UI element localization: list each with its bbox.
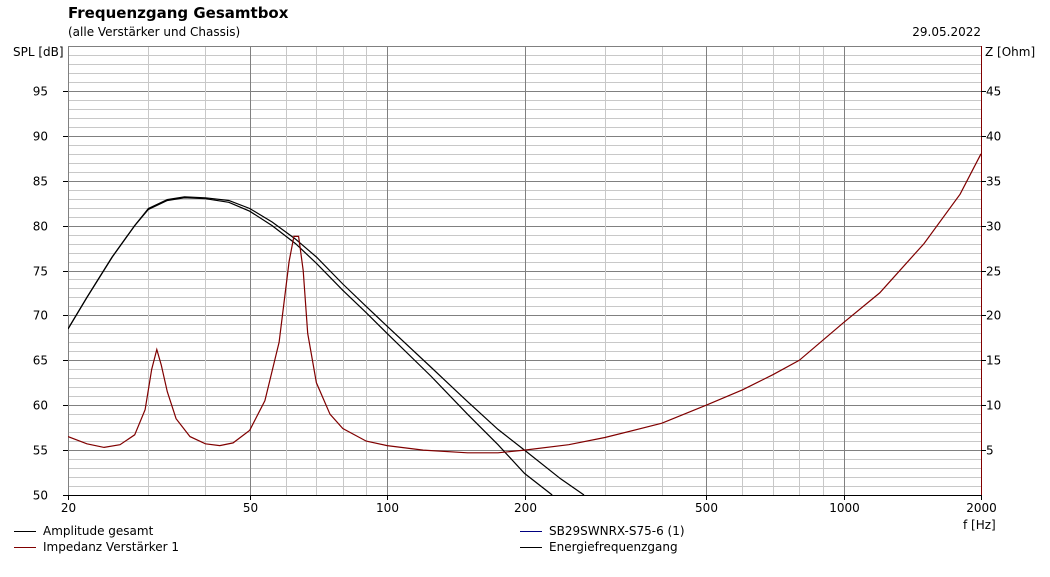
chart-subtitle: (alle Verstärker und Chassis) xyxy=(68,25,241,39)
series-line xyxy=(68,153,982,454)
y-left-tick-label: 55 xyxy=(33,444,48,458)
x-tick-label: 1000 xyxy=(829,501,860,515)
y-left-tick-label: 90 xyxy=(33,130,48,144)
y-left-tick-label: 95 xyxy=(33,85,48,99)
x-tick-label: 20 xyxy=(61,501,76,515)
series-lines xyxy=(68,153,982,496)
legend-item-driver: SB29SWNRX-S75-6 (1) xyxy=(520,523,685,539)
y-right-tick-label: 15 xyxy=(986,354,1001,368)
legend-item-amplitude: Amplitude gesamt xyxy=(14,523,153,539)
x-tick-label: 100 xyxy=(376,501,399,515)
grid xyxy=(68,46,982,496)
legend-swatch xyxy=(14,546,36,548)
legend-label: Impedanz Verstärker 1 xyxy=(43,540,180,554)
x-tick-label: 2000 xyxy=(966,501,997,515)
x-tick-label: 500 xyxy=(695,501,718,515)
legend-swatch xyxy=(520,546,542,548)
y-left-tick-label: 80 xyxy=(33,220,48,234)
legend-label: Energiefrequenzgang xyxy=(549,540,678,554)
legend-swatch xyxy=(14,530,36,532)
y-right-tick-label: 5 xyxy=(986,444,994,458)
x-axis-label: f [Hz] xyxy=(963,518,996,532)
y-axis-right-label: Z [Ohm] xyxy=(985,45,1036,59)
y-axis-left-label: SPL [dB] xyxy=(13,45,64,59)
y-left-tick-label: 75 xyxy=(33,265,48,279)
y-right-tick-label: 45 xyxy=(986,85,1001,99)
chart-date: 29.05.2022 xyxy=(912,25,981,39)
legend-swatch xyxy=(520,530,542,532)
axes xyxy=(63,46,986,500)
y-right-tick-label: 35 xyxy=(986,175,1001,189)
tick-labels: 95 90 85 80 75 70 65 60 55 50 45 40 35 30 25 20 15 10 5 20 5… xyxy=(33,85,1002,516)
y-right-tick-label: 40 xyxy=(986,130,1001,144)
x-tick-label: 50 xyxy=(243,501,258,515)
legend-label: SB29SWNRX-S75-6 (1) xyxy=(549,524,685,538)
y-left-tick-label: 60 xyxy=(33,399,48,413)
legend-label: Amplitude gesamt xyxy=(43,524,154,538)
x-tick-label: 200 xyxy=(514,501,537,515)
legend-item-impedance: Impedanz Verstärker 1 xyxy=(14,539,179,555)
y-right-tick-label: 25 xyxy=(986,265,1001,279)
legend-item-energy: Energiefrequenzgang xyxy=(520,539,678,555)
y-left-tick-label: 50 xyxy=(33,489,48,503)
y-left-tick-label: 70 xyxy=(33,309,48,323)
chart-title: Frequenzgang Gesamtbox xyxy=(68,4,289,22)
y-left-tick-label: 85 xyxy=(33,175,48,189)
series-line xyxy=(68,196,585,496)
y-right-tick-label: 10 xyxy=(986,399,1001,413)
y-right-tick-label: 20 xyxy=(986,309,1001,323)
y-right-tick-label: 30 xyxy=(986,220,1001,234)
y-left-tick-label: 65 xyxy=(33,354,48,368)
